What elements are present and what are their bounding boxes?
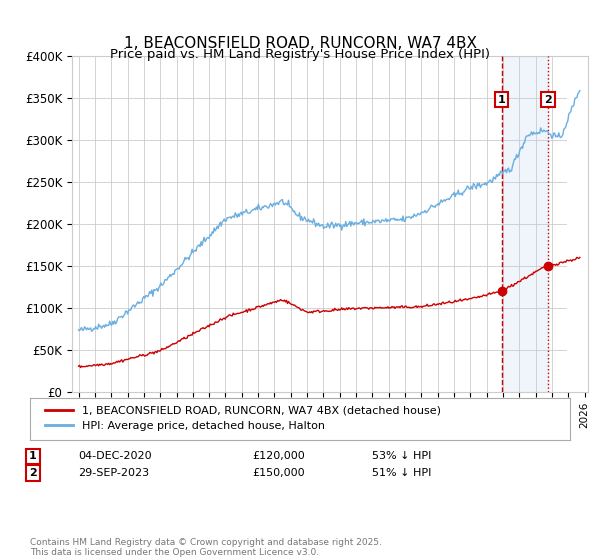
Text: 1: 1 — [29, 451, 37, 461]
Text: 04-DEC-2020: 04-DEC-2020 — [78, 451, 152, 461]
Legend: 1, BEACONSFIELD ROAD, RUNCORN, WA7 4BX (detached house), HPI: Average price, det: 1, BEACONSFIELD ROAD, RUNCORN, WA7 4BX (… — [41, 402, 446, 436]
Text: 51% ↓ HPI: 51% ↓ HPI — [372, 468, 431, 478]
Bar — [502, 56, 548, 392]
Text: 2: 2 — [29, 468, 37, 478]
Text: 1: 1 — [498, 95, 506, 105]
Bar — [567, 56, 588, 392]
Text: Price paid vs. HM Land Registry's House Price Index (HPI): Price paid vs. HM Land Registry's House … — [110, 48, 490, 60]
Text: 53% ↓ HPI: 53% ↓ HPI — [372, 451, 431, 461]
Text: Contains HM Land Registry data © Crown copyright and database right 2025.
This d: Contains HM Land Registry data © Crown c… — [30, 538, 382, 557]
Text: 2: 2 — [544, 95, 552, 105]
Text: £120,000: £120,000 — [252, 451, 305, 461]
Text: 29-SEP-2023: 29-SEP-2023 — [78, 468, 149, 478]
Text: £150,000: £150,000 — [252, 468, 305, 478]
Text: 1, BEACONSFIELD ROAD, RUNCORN, WA7 4BX: 1, BEACONSFIELD ROAD, RUNCORN, WA7 4BX — [124, 36, 476, 52]
